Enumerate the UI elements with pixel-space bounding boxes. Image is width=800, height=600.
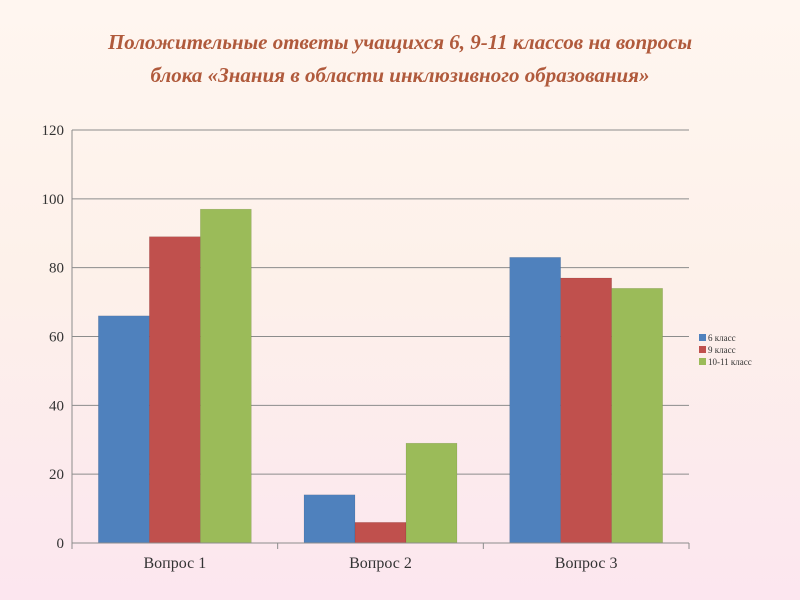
y-tick-label: 120 [42, 123, 65, 139]
legend-swatch-3 [699, 358, 706, 365]
bar-2-series-3 [405, 442, 458, 544]
x-category-label: Вопрос 2 [349, 555, 412, 572]
y-tick-label: 20 [49, 467, 64, 483]
x-category-label: Вопрос 1 [143, 555, 206, 572]
legend-label-1: 6 класс [708, 333, 736, 343]
chart-title-line-2: блока «Знания в области инклюзивного обр… [150, 63, 650, 87]
axes [71, 130, 690, 549]
bars [98, 208, 663, 544]
bar-1-series-1 [98, 315, 150, 544]
bar-3-series-2 [560, 277, 612, 544]
y-tick-label: 40 [49, 398, 64, 414]
bar-3-series-1 [509, 257, 561, 544]
legend-label-2: 9 класс [708, 345, 736, 355]
legend-label-3: 10-11 класс [708, 357, 752, 367]
legend-swatch-2 [699, 346, 706, 353]
bar-2-series-1 [303, 494, 356, 544]
bar-2-series-2 [354, 522, 407, 544]
y-tick-label: 60 [49, 330, 64, 346]
chart-title: Положительные ответы учащихся 6, 9-11 кл… [0, 26, 800, 92]
y-tick-label: 80 [49, 261, 64, 277]
bar-1-series-2 [149, 236, 201, 544]
y-tick-label: 0 [57, 536, 65, 552]
bar-3-series-3 [611, 288, 663, 544]
chart-title-line-1: Положительные ответы учащихся 6, 9-11 кл… [107, 30, 693, 54]
axis-labels: 0 20 40 60 80 100 120 Вопрос 1 Вопрос 2 Вопрос 3 [42, 123, 618, 572]
legend-swatch-1 [699, 334, 706, 341]
y-tick-label: 100 [42, 192, 65, 208]
x-category-label: Вопрос 3 [555, 555, 618, 572]
bar-1-series-3 [200, 208, 252, 544]
legend: 6 класс 9 класс 10-11 класс [699, 333, 752, 367]
